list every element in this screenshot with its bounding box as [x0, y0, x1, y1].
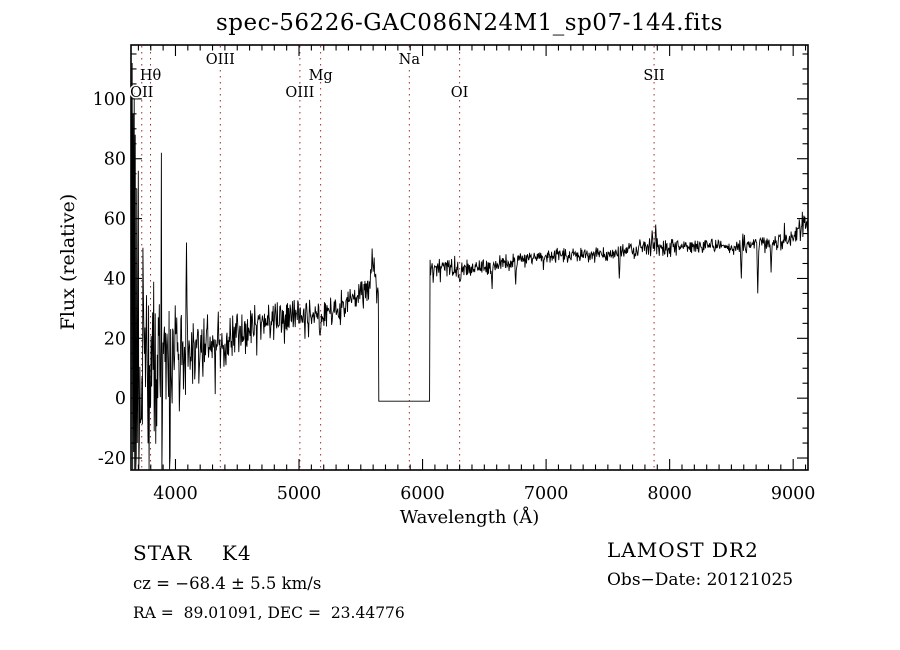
x-tick-label: 5000	[277, 484, 322, 504]
spectrum-trace	[131, 62, 808, 470]
y-tick-label: 80	[104, 150, 126, 170]
x-tick-label: 4000	[153, 484, 198, 504]
y-tick-label: 0	[115, 389, 126, 409]
spectral-line-markers	[141, 46, 655, 469]
x-tick-label: 8000	[647, 484, 692, 504]
y-tick-label: -20	[98, 449, 126, 469]
line-label-OIII: OIII	[206, 52, 235, 68]
ra-dec-text: RA = 89.01091, DEC = 23.44776	[133, 604, 405, 622]
line-label-SII: SII	[643, 68, 664, 84]
y-tick-label: 100	[93, 90, 126, 110]
object-class-text: STAR K4	[133, 541, 252, 565]
x-axis-title: Wavelength (Å)	[399, 507, 540, 528]
survey-release-text: LAMOST DR2	[607, 538, 759, 562]
y-tick-label: 60	[104, 210, 126, 230]
y-tick-label: 40	[104, 269, 126, 289]
axis-tick-labels: 4000 5000 6000 7000 8000 9000 -20 0 20 40 60 80 100	[93, 90, 816, 504]
line-label-OII: OII	[130, 85, 153, 101]
line-label-Hθ: Hθ	[140, 68, 161, 84]
plot-frame	[130, 44, 809, 471]
axis-ticks	[131, 45, 808, 470]
line-label-Mg: Mg	[309, 68, 333, 84]
obs-date-text: Obs−Date: 20121025	[607, 570, 794, 590]
x-tick-label: 7000	[524, 484, 569, 504]
y-axis-title: Flux (relative)	[57, 193, 79, 331]
plot-title: spec-56226-GAC086N24M1_sp07-144.fits	[216, 10, 723, 36]
line-label-OI: OI	[451, 85, 469, 101]
line-label-OIII: OIII	[285, 85, 314, 101]
x-tick-label: 6000	[400, 484, 445, 504]
x-tick-label: 9000	[771, 484, 816, 504]
y-tick-label: 20	[104, 329, 126, 349]
radial-velocity-text: cz = −68.4 ± 5.5 km/s	[133, 574, 322, 593]
line-label-Na: Na	[399, 52, 421, 68]
